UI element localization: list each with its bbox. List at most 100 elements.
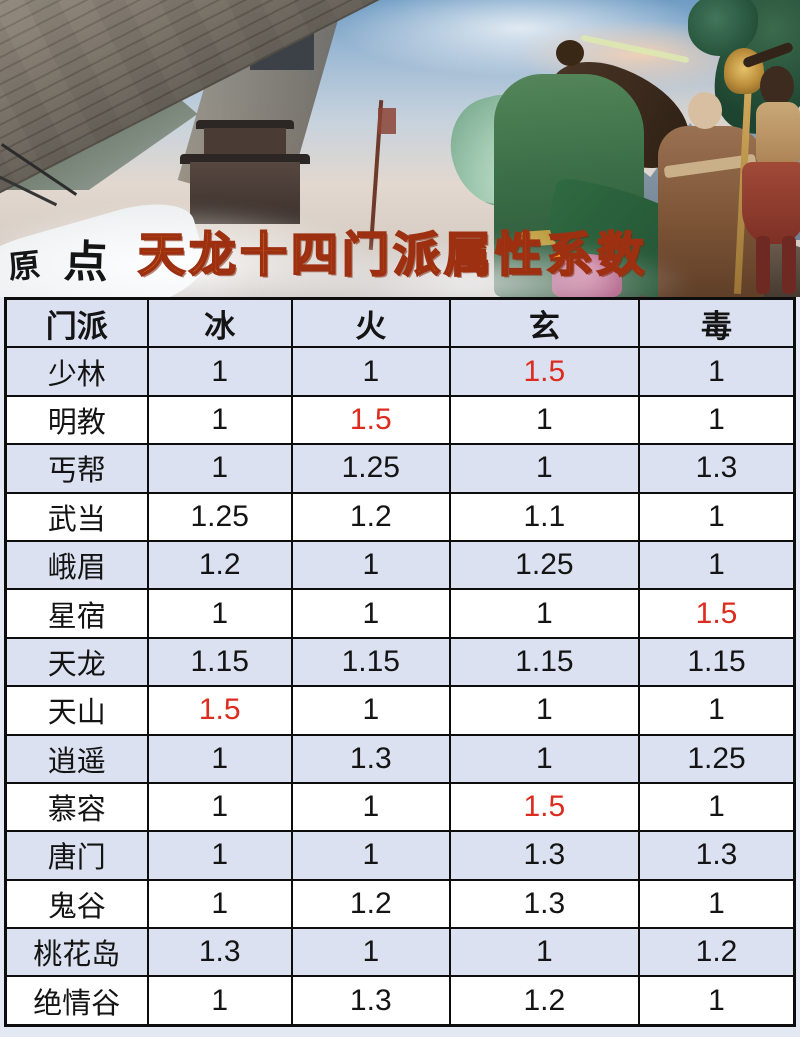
coefficient-cell: 1 (448, 685, 641, 736)
coefficient-cell: 1 (290, 685, 451, 736)
coefficient-cell: 1 (638, 781, 796, 833)
watermark-logo: 原 点 (6, 226, 109, 290)
sect-name-cell: 丐帮 (4, 443, 149, 494)
sect-name-cell: 唐门 (4, 830, 149, 881)
female-character (756, 102, 800, 168)
watermark-char: 点 (62, 236, 109, 289)
column-header: 玄 (448, 297, 641, 349)
coefficient-cell: 1.15 (638, 636, 796, 688)
sect-name-cell: 慕容 (4, 781, 149, 833)
coefficient-cell: 1 (146, 830, 293, 881)
coefficient-cell: 1.5 (290, 394, 451, 446)
table-row: 明教 1 1.5 1 1 (4, 394, 796, 446)
column-header: 毒 (638, 297, 796, 349)
coefficient-cell: 1 (448, 443, 641, 494)
banner-artwork (0, 0, 800, 297)
coefficient-cell: 1 (638, 878, 796, 930)
female-character-skirt (742, 162, 800, 244)
table-row: 少林 1 1 1.5 1 (4, 346, 796, 397)
mist (250, 238, 690, 297)
sect-name-cell: 逍遥 (4, 733, 149, 784)
attribute-table-body: 少林 1 1 1.5 1 明教 1 1.5 1 1 丐帮 1 1.25 1 1.3 武当 1.25 1.2 1.1 1… (4, 346, 796, 1027)
coefficient-cell: 1 (146, 394, 293, 446)
coefficient-cell: 1.3 (290, 975, 451, 1027)
sect-name-cell: 少林 (4, 346, 149, 397)
table-row: 鬼谷 1 1.2 1.3 1 (4, 878, 796, 930)
coefficient-cell: 1 (638, 539, 796, 591)
column-header: 冰 (146, 297, 293, 349)
sect-name-cell: 星宿 (4, 588, 149, 639)
gate-tower-roof (196, 120, 294, 129)
coefficient-cell: 1.3 (638, 830, 796, 881)
gate-tower-upper (204, 128, 286, 156)
sect-name-cell: 鬼谷 (4, 878, 149, 930)
coefficient-cell: 1.3 (448, 830, 641, 881)
coefficient-cell: 1.1 (448, 491, 641, 542)
coefficient-cell: 1 (448, 394, 641, 446)
page-title: 天龙十四门派属性系数 (137, 227, 648, 282)
female-character-head (760, 66, 794, 106)
coefficient-cell: 1.25 (146, 491, 293, 542)
coefficient-cell: 1.5 (638, 588, 796, 639)
sect-name-cell: 明教 (4, 394, 149, 446)
table-row: 星宿 1 1 1 1.5 (4, 588, 796, 639)
coefficient-cell: 1 (290, 346, 451, 397)
coefficient-cell: 1 (448, 733, 641, 784)
coefficient-cell: 1 (146, 733, 293, 784)
coefficient-cell: 1.3 (290, 733, 451, 784)
coefficient-cell: 1 (146, 878, 293, 930)
female-character-leg (782, 236, 796, 294)
coefficient-cell: 1 (146, 443, 293, 494)
column-header: 火 (290, 297, 451, 349)
column-header: 门派 (4, 297, 149, 349)
coefficient-cell: 1 (146, 588, 293, 639)
coefficient-cell: 1.15 (290, 636, 451, 688)
coefficient-cell: 1.5 (448, 346, 641, 397)
table-row: 唐门 1 1 1.3 1.3 (4, 830, 796, 881)
spear-flag (378, 108, 396, 134)
sect-name-cell: 峨眉 (4, 539, 149, 591)
table-row: 天龙 1.15 1.15 1.15 1.15 (4, 636, 796, 688)
attribute-table: 门派冰火玄毒 少林 1 1 1.5 1 明教 1 1.5 1 1 丐帮 1 1.25 1 1.3 武当 1.25… (4, 297, 796, 1027)
coefficient-cell: 1.25 (290, 443, 451, 494)
sect-name-cell: 天山 (4, 685, 149, 736)
coefficient-cell: 1 (146, 975, 293, 1027)
table-row: 慕容 1 1 1.5 1 (4, 781, 796, 833)
table-row: 峨眉 1.2 1 1.25 1 (4, 539, 796, 591)
sect-name-cell: 武当 (4, 491, 149, 542)
coefficient-cell: 1.2 (638, 927, 796, 978)
sect-name-cell: 绝情谷 (4, 975, 149, 1027)
gate-tower-roof (180, 154, 310, 164)
attribute-table-header-row: 门派冰火玄毒 (4, 297, 796, 349)
monk-head (688, 92, 722, 129)
coefficient-cell: 1.15 (146, 636, 293, 688)
sect-name-cell: 桃花岛 (4, 927, 149, 978)
coefficient-cell: 1 (146, 346, 293, 397)
coefficient-cell: 1 (290, 588, 451, 639)
table-row: 逍遥 1 1.3 1 1.25 (4, 733, 796, 784)
watermark-char: 原 (6, 245, 43, 287)
coefficient-cell: 1.5 (146, 685, 293, 736)
coefficient-cell: 1 (638, 346, 796, 397)
sect-name-cell: 天龙 (4, 636, 149, 688)
hair-bun (556, 40, 584, 66)
coefficient-cell: 1.2 (146, 539, 293, 591)
coefficient-cell: 1.15 (448, 636, 641, 688)
coefficient-cell: 1.3 (638, 443, 796, 494)
coefficient-cell: 1 (638, 491, 796, 542)
coefficient-cell: 1 (290, 830, 451, 881)
table-row: 丐帮 1 1.25 1 1.3 (4, 443, 796, 494)
coefficient-cell: 1 (448, 588, 641, 639)
coefficient-cell: 1.25 (448, 539, 641, 591)
coefficient-cell: 1 (638, 975, 796, 1027)
coefficient-cell: 1 (290, 781, 451, 833)
table-row: 天山 1.5 1 1 1 (4, 685, 796, 736)
coefficient-cell: 1 (638, 685, 796, 736)
table-row: 武当 1.25 1.2 1.1 1 (4, 491, 796, 542)
coefficient-cell: 1.5 (448, 781, 641, 833)
coefficient-cell: 1.25 (638, 733, 796, 784)
coefficient-cell: 1 (146, 781, 293, 833)
table-row: 绝情谷 1 1.3 1.2 1 (4, 975, 796, 1027)
coefficient-cell: 1.2 (290, 491, 451, 542)
coefficient-cell: 1 (448, 927, 641, 978)
